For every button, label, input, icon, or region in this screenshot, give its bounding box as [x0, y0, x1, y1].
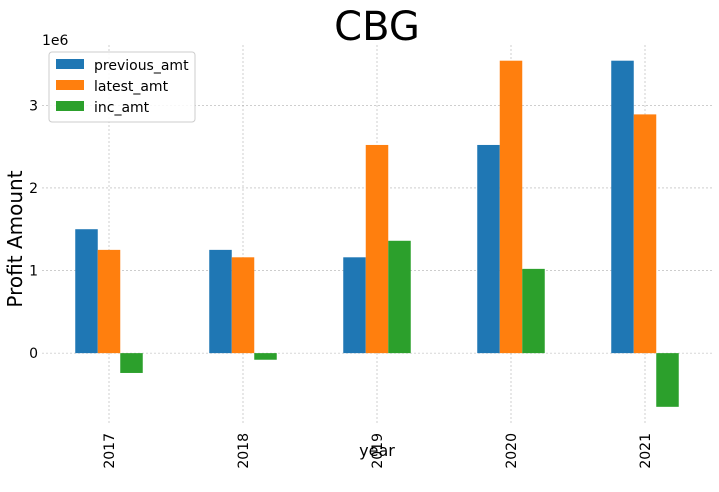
bar-previous-amt-2018 [209, 249, 232, 354]
bar-latest-amt-2021 [633, 114, 657, 354]
bar-latest-amt-2019 [365, 144, 389, 354]
y-offset-label: 1e6 [42, 33, 69, 49]
bar-previous-amt-2021 [611, 60, 634, 354]
x-axis-label: year [359, 441, 395, 460]
legend-swatch-previous-amt [56, 59, 84, 69]
bar-previous-amt-2017 [75, 229, 98, 354]
y-tick-label: 0 [29, 346, 38, 362]
bar-inc-amt-2021 [656, 353, 679, 407]
bar-inc-amt-2018 [254, 353, 277, 360]
x-tick-label: 2017 [102, 433, 118, 469]
legend-label-latest-amt: latest_amt [94, 79, 169, 95]
x-tick-label: 2018 [236, 433, 252, 469]
bar-previous-amt-2019 [343, 257, 366, 354]
x-tick-label: 2019 [370, 433, 386, 469]
bars-group [75, 60, 679, 407]
legend-label-inc-amt: inc_amt [94, 100, 150, 116]
y-tick-label: 2 [29, 181, 38, 197]
legend-swatch-latest-amt [56, 80, 84, 90]
legend-label-previous-amt: previous_amt [94, 58, 189, 74]
y-ticks: 0 1 2 3 [29, 98, 38, 362]
x-ticks: 2017 2018 2019 2020 2021 [102, 433, 654, 469]
chart-title: CBG [334, 4, 420, 50]
y-tick-label: 1 [29, 264, 38, 280]
x-tick-label: 2021 [638, 433, 654, 469]
y-tick-label: 3 [29, 98, 38, 114]
bar-inc-amt-2017 [120, 353, 143, 373]
legend-swatch-inc-amt [56, 101, 84, 111]
bar-latest-amt-2018 [231, 257, 255, 354]
bar-previous-amt-2020 [477, 144, 500, 354]
bar-latest-amt-2020 [499, 60, 523, 354]
legend: previous_amt latest_amt inc_amt [48, 51, 196, 123]
bar-inc-amt-2019 [388, 240, 411, 354]
bar-latest-amt-2017 [97, 249, 121, 354]
legend-box [48, 51, 196, 123]
y-axis-label: Profit Amount [3, 170, 27, 307]
x-tick-label: 2020 [504, 433, 520, 469]
bar-inc-amt-2020 [522, 268, 545, 354]
